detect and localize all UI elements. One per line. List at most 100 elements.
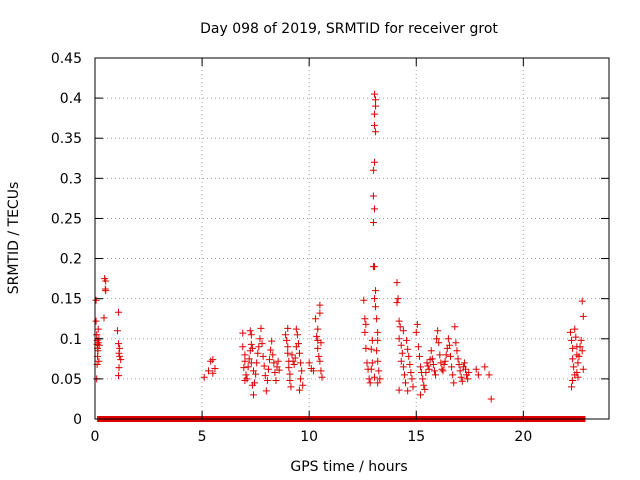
y-tick-labels: 0 0.05 0.1 0.15 0.2 0.25 0.3 0.35 0.4 0.45 (51, 51, 82, 428)
data-point (568, 336, 576, 344)
data-point (115, 308, 123, 316)
data-point (244, 363, 252, 371)
data-point (444, 335, 452, 343)
data-point (367, 345, 375, 353)
data-point (569, 355, 577, 363)
data-point (462, 365, 470, 373)
data-point (393, 279, 401, 287)
data-point (417, 363, 425, 371)
data-point (447, 352, 455, 360)
data-point (481, 363, 489, 371)
data-point (102, 287, 110, 295)
data-point (428, 355, 436, 363)
data-point (415, 352, 423, 360)
data-point (430, 367, 438, 375)
data-point (375, 367, 383, 375)
data-point (403, 336, 411, 344)
data-point (243, 375, 251, 383)
data-point (272, 376, 280, 384)
data-point (312, 315, 320, 323)
data-point (407, 368, 415, 376)
data-point (270, 359, 278, 367)
data-point (574, 359, 582, 367)
data-point (370, 295, 378, 303)
data-point (394, 295, 402, 303)
data-point (400, 371, 408, 379)
data-point (453, 347, 461, 355)
data-point (292, 325, 300, 333)
data-point (412, 328, 420, 336)
data-point (573, 368, 581, 376)
data-point (397, 341, 405, 349)
data-point (288, 351, 296, 359)
data-point (309, 367, 317, 375)
data-point (369, 218, 377, 226)
data-point (286, 376, 294, 384)
data-point (369, 192, 377, 200)
y-tick-label: 0.1 (60, 332, 82, 348)
data-point (249, 391, 257, 399)
data-point (398, 349, 406, 357)
data-point (464, 375, 472, 383)
data-point (372, 303, 380, 311)
data-point (316, 301, 324, 309)
data-point (315, 352, 323, 360)
data-point (370, 205, 378, 213)
data-point (317, 339, 325, 347)
data-point (115, 372, 123, 380)
data-point (576, 343, 584, 351)
data-point (374, 336, 382, 344)
data-point (370, 158, 378, 166)
y-tick-label: 0 (73, 412, 82, 428)
data-point (577, 336, 585, 344)
data-point (445, 341, 453, 349)
data-point (316, 357, 324, 365)
data-point (241, 351, 249, 359)
data-point (253, 359, 261, 367)
data-point (438, 365, 446, 373)
x-tick-labels: 0 5 10 15 20 (91, 429, 533, 445)
data-point (115, 349, 123, 357)
data-point (448, 363, 456, 371)
data-point (271, 368, 279, 376)
data-point (465, 368, 473, 376)
data-point (440, 360, 448, 368)
data-point (374, 357, 382, 365)
data-point (269, 351, 277, 359)
data-point (579, 365, 587, 373)
data-point (370, 90, 378, 98)
data-point (248, 344, 256, 352)
data-point (240, 364, 248, 372)
data-point (399, 363, 407, 371)
data-point (285, 364, 293, 372)
data-point (368, 359, 376, 367)
data-point (116, 352, 124, 360)
data-point (239, 343, 247, 351)
data-point (262, 387, 270, 395)
data-point (264, 365, 272, 373)
data-point (92, 317, 100, 325)
data-point (274, 357, 282, 365)
data-point (305, 359, 313, 367)
data-point (425, 365, 433, 373)
data-point (372, 96, 380, 104)
data-point (95, 357, 103, 365)
data-point (361, 328, 369, 336)
data-point (284, 324, 292, 332)
data-point (372, 102, 380, 110)
data-point (296, 349, 304, 357)
data-point (395, 386, 403, 394)
data-point (367, 365, 375, 373)
data-point (205, 367, 213, 375)
data-point (434, 327, 442, 335)
data-point (100, 314, 108, 322)
data-point (318, 373, 326, 381)
data-point (485, 371, 493, 379)
data-point (115, 364, 123, 372)
x-tick-label: 5 (198, 429, 207, 445)
data-points (92, 90, 587, 403)
data-point (287, 383, 295, 391)
data-point (116, 344, 124, 352)
data-point (575, 352, 583, 360)
